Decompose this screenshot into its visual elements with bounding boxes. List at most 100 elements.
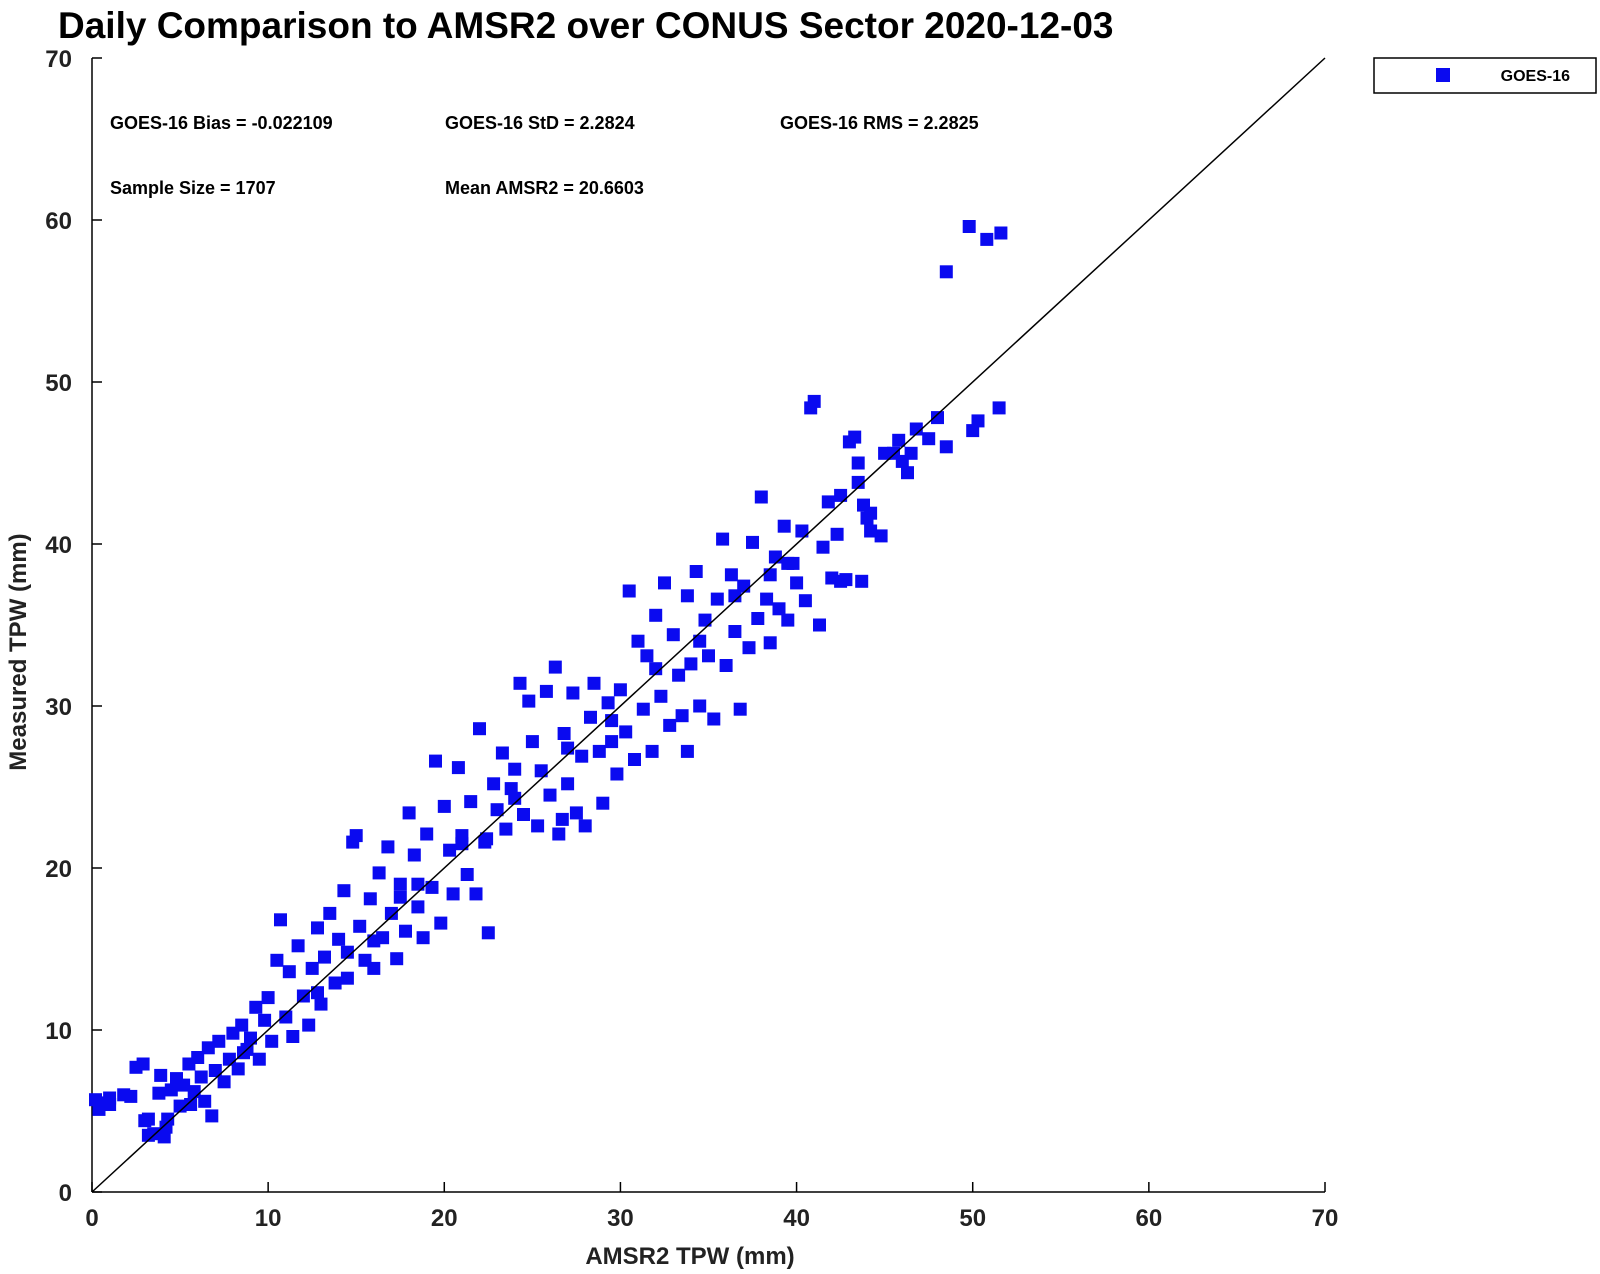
- data-point: [760, 592, 774, 606]
- data-point: [619, 725, 633, 739]
- data-point: [680, 744, 694, 758]
- data-point: [517, 808, 530, 821]
- data-point: [235, 1018, 249, 1032]
- data-point: [710, 592, 724, 606]
- data-point: [349, 829, 363, 843]
- data-point: [451, 761, 465, 775]
- data-point: [194, 1070, 208, 1084]
- data-point: [154, 1068, 168, 1082]
- data-point: [901, 466, 914, 480]
- data-point: [790, 576, 804, 590]
- legend-box: [1373, 57, 1597, 94]
- data-point: [719, 659, 733, 672]
- data-point: [124, 1089, 138, 1103]
- data-point: [217, 1075, 231, 1089]
- data-point: [249, 1000, 263, 1014]
- data-point: [265, 1034, 279, 1048]
- data-point: [578, 819, 592, 833]
- x-tick-label: 40: [783, 1205, 810, 1232]
- data-point: [555, 812, 569, 826]
- data-point: [393, 877, 407, 891]
- data-point: [191, 1051, 205, 1064]
- data-point: [728, 625, 742, 638]
- data-point: [763, 568, 777, 582]
- data-point: [548, 660, 562, 674]
- data-point: [751, 612, 765, 625]
- data-point: [381, 840, 395, 854]
- data-point: [367, 934, 381, 948]
- data-point: [781, 556, 795, 570]
- data-point: [807, 394, 821, 408]
- data-point: [103, 1098, 117, 1111]
- data-point: [689, 565, 703, 578]
- data-point: [480, 832, 494, 846]
- data-point: [830, 527, 844, 541]
- data-point: [305, 961, 319, 975]
- data-point: [318, 950, 331, 964]
- data-point: [561, 741, 575, 755]
- data-point: [508, 762, 522, 776]
- data-point: [666, 628, 680, 642]
- data-point: [499, 822, 513, 836]
- data-point: [864, 524, 878, 538]
- data-point: [663, 718, 677, 732]
- data-point: [372, 866, 386, 880]
- data-point: [159, 1120, 173, 1134]
- data-point: [437, 799, 451, 813]
- data-point: [613, 683, 627, 697]
- data-point: [353, 919, 367, 933]
- x-tick-label: 20: [431, 1205, 458, 1232]
- data-point: [628, 753, 641, 766]
- data-point: [622, 584, 636, 598]
- data-point: [407, 848, 421, 862]
- data-point: [416, 931, 430, 945]
- data-point: [693, 634, 707, 648]
- data-point: [460, 868, 474, 881]
- y-tick-label: 40: [45, 532, 72, 559]
- data-point: [212, 1034, 226, 1048]
- data-point: [795, 524, 809, 538]
- data-point: [531, 819, 545, 833]
- data-point: [939, 440, 953, 454]
- data-point: [208, 1064, 222, 1077]
- y-axis-label: Measured TPW (mm): [5, 533, 32, 770]
- data-point: [631, 634, 645, 648]
- data-point: [610, 767, 624, 781]
- data-point: [258, 1013, 272, 1027]
- x-tick-label: 70: [1312, 1205, 1339, 1232]
- data-point: [716, 532, 730, 546]
- data-point: [566, 686, 580, 700]
- data-point: [434, 916, 448, 930]
- data-point: [768, 550, 782, 564]
- data-point: [821, 495, 835, 509]
- data-point: [728, 589, 742, 603]
- data-point: [291, 939, 305, 953]
- data-point: [702, 649, 715, 663]
- data-point: [772, 602, 786, 616]
- data-point: [420, 827, 434, 841]
- data-point: [693, 699, 707, 713]
- data-point: [781, 613, 795, 627]
- y-tick-label: 50: [45, 370, 72, 397]
- y-tick-label: 0: [59, 1180, 72, 1207]
- data-point: [640, 649, 654, 663]
- data-point: [971, 414, 985, 428]
- data-point: [525, 735, 539, 749]
- data-point: [798, 594, 812, 608]
- x-axis-label: AMSR2 TPW (mm): [585, 1243, 794, 1270]
- legend-marker-goes-16: [1436, 68, 1450, 82]
- data-point: [311, 986, 324, 1000]
- y-tick-label: 60: [45, 208, 72, 235]
- data-point: [698, 613, 712, 627]
- stat-bias: GOES-16 Bias = -0.022109: [110, 113, 333, 133]
- y-tick-label: 10: [45, 1018, 72, 1045]
- data-point: [286, 1030, 300, 1043]
- data-point: [328, 976, 342, 990]
- y-tick-label: 20: [45, 856, 72, 883]
- data-point: [399, 924, 412, 938]
- data-point: [393, 890, 407, 904]
- data-point: [205, 1109, 219, 1123]
- data-point: [429, 754, 442, 768]
- data-point: [314, 997, 328, 1011]
